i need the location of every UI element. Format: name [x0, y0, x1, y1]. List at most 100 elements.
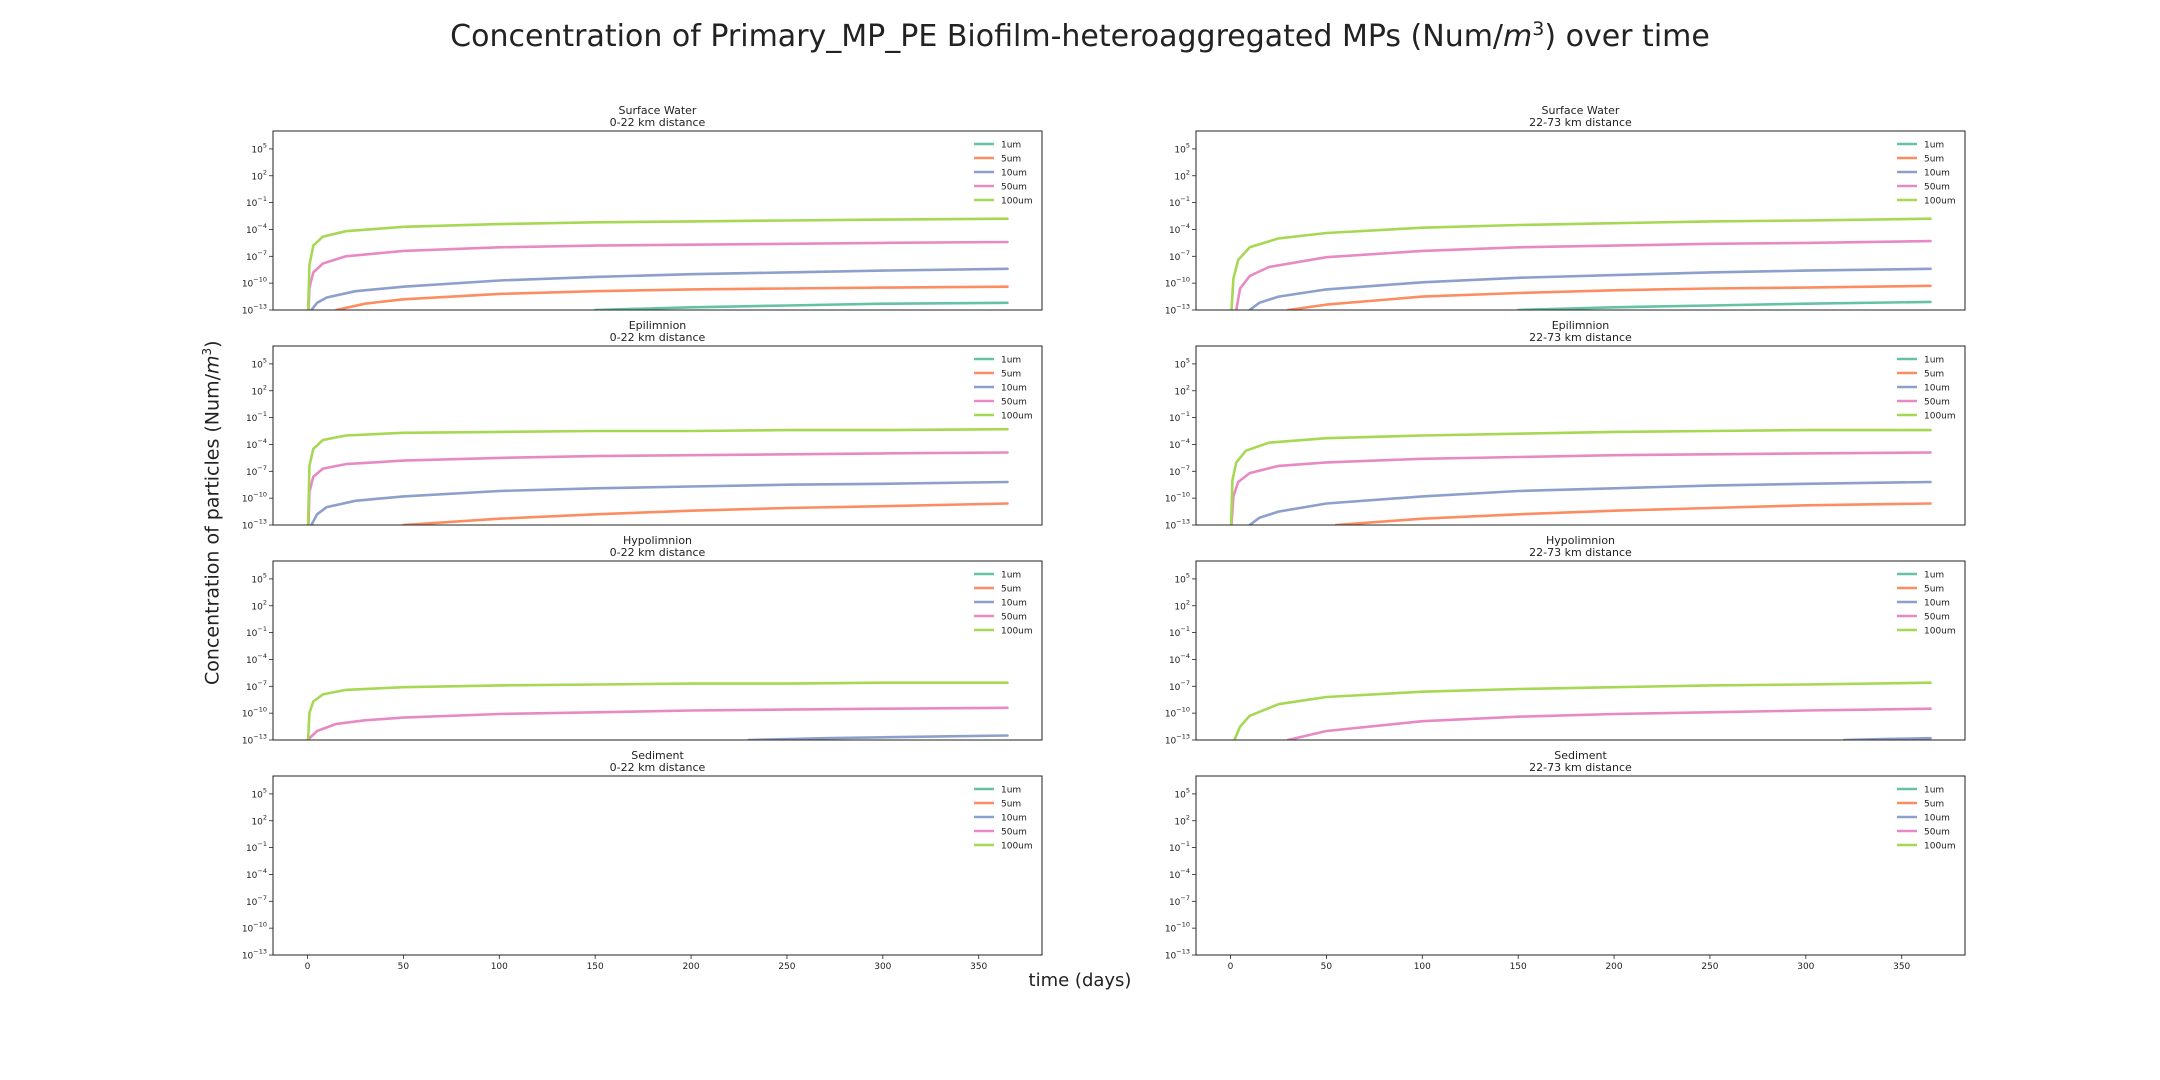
y-tick-exponent: −4 [1180, 222, 1190, 230]
y-tick-label: 10−1 [246, 625, 267, 639]
legend-label-5um: 5um [1924, 155, 1944, 165]
series-group [1229, 428, 1932, 525]
series-group [1230, 217, 1932, 310]
subplot-subtitle: 22-73 km distance [1529, 116, 1632, 129]
subplot-title: Epilimnion [1552, 319, 1610, 332]
y-tick-label: 10−4 [1169, 437, 1190, 451]
legend-label-5um: 5um [1001, 155, 1021, 165]
y-tick-label: 102 [1174, 168, 1190, 182]
legend-label-1um: 1um [1001, 356, 1021, 366]
plot-frame [272, 775, 1043, 956]
y-tick-exponent: −4 [1180, 652, 1190, 660]
legend-label-1um: 1um [1924, 571, 1944, 581]
legend-label-50um: 50um [1924, 398, 1950, 408]
subplot-subtitle: 0-22 km distance [610, 331, 706, 344]
y-tick-label: 10−10 [1165, 921, 1190, 935]
y-tick-label: 10−13 [242, 948, 267, 962]
legend-label-1um: 1um [1924, 786, 1944, 796]
x-tick-label: 150 [587, 962, 604, 972]
x-tick-label: 250 [1701, 962, 1718, 972]
series-line-5um [334, 285, 1009, 310]
y-tick-label: 10−7 [246, 249, 267, 263]
subplot-subtitle: 22-73 km distance [1529, 331, 1632, 344]
y-tick-exponent: 5 [1186, 571, 1190, 579]
legend-label-5um: 5um [1924, 800, 1944, 810]
y-tick-label: 10−7 [1169, 894, 1190, 908]
legend-label-1um: 1um [1924, 141, 1944, 151]
legend-label-5um: 5um [1001, 800, 1021, 810]
legend-label-100um: 100um [1001, 412, 1033, 422]
series-line-50um [307, 451, 1009, 525]
y-tick-exponent: −7 [1180, 894, 1190, 902]
series-line-50um [1235, 239, 1932, 310]
y-tick-label: 10−13 [242, 518, 267, 532]
y-tick-label: 10−10 [242, 276, 267, 290]
series-line-100um [306, 217, 1009, 310]
y-tick-label: 10−13 [242, 733, 267, 747]
y-tick-exponent: 5 [263, 786, 267, 794]
subplot-subtitle: 0-22 km distance [610, 761, 706, 774]
series-line-5um [1286, 284, 1932, 310]
series-line-100um [1229, 428, 1932, 525]
plot-frame [1195, 775, 1966, 956]
y-tick-label: 10−10 [1165, 706, 1190, 720]
subplot-title: Hypolimnion [1546, 534, 1615, 547]
x-tick-label: 200 [682, 962, 699, 972]
y-tick-exponent: −1 [257, 625, 267, 633]
subplot-title: Epilimnion [629, 319, 687, 332]
legend-label-10um: 10um [1924, 384, 1950, 394]
y-tick-label: 10−4 [1169, 222, 1190, 236]
legend-label-10um: 10um [1001, 814, 1027, 824]
y-tick-label: 10−13 [242, 303, 267, 317]
legend-label-5um: 5um [1924, 585, 1944, 595]
subplot-subtitle: 0-22 km distance [610, 116, 706, 129]
y-tick-exponent: −7 [1180, 249, 1190, 257]
y-tick-exponent: −4 [1180, 437, 1190, 445]
x-axis-label: time (days) [1028, 970, 1132, 991]
y-tick-exponent: −10 [1176, 276, 1190, 284]
y-tick-exponent: −1 [1180, 840, 1190, 848]
y-tick-label: 105 [1174, 356, 1190, 370]
legend-label-100um: 100um [1924, 412, 1956, 422]
y-tick-exponent: −1 [257, 195, 267, 203]
legend-label-100um: 100um [1924, 842, 1956, 852]
y-tick-label: 10−7 [246, 679, 267, 693]
series-line-1um [593, 301, 1009, 310]
subplot-title: Surface Water [619, 104, 697, 117]
y-tick-label: 10−4 [1169, 867, 1190, 881]
legend-label-100um: 100um [1001, 197, 1033, 207]
y-tick-exponent: −1 [1180, 625, 1190, 633]
subplot-title: Sediment [631, 749, 684, 762]
y-tick-label: 10−4 [246, 652, 267, 666]
y-tick-exponent: 2 [1186, 598, 1190, 606]
y-tick-label: 10−4 [246, 437, 267, 451]
y-tick-label: 102 [251, 168, 267, 182]
subplot-title: Hypolimnion [623, 534, 692, 547]
series-line-10um [310, 267, 1009, 310]
y-tick-label: 10−10 [1165, 491, 1190, 505]
y-tick-label: 102 [251, 383, 267, 397]
y-tick-label: 10−13 [1165, 518, 1190, 532]
x-tick-label: 250 [778, 962, 795, 972]
y-tick-exponent: −13 [253, 303, 267, 311]
legend-label-1um: 1um [1924, 356, 1944, 366]
y-tick-exponent: −10 [1176, 491, 1190, 499]
y-tick-label: 105 [1174, 786, 1190, 800]
plot-frame [1195, 345, 1966, 526]
series-line-5um [402, 502, 1009, 525]
y-tick-label: 10−1 [246, 410, 267, 424]
y-tick-label: 10−13 [1165, 733, 1190, 747]
y-tick-exponent: −1 [257, 840, 267, 848]
legend-label-10um: 10um [1001, 384, 1027, 394]
plot-frame [272, 130, 1043, 311]
legend-label-100um: 100um [1924, 197, 1956, 207]
figure-title-unit-base: m [1503, 19, 1533, 54]
series-group [1233, 681, 1932, 740]
legend-label-1um: 1um [1001, 141, 1021, 151]
y-tick-exponent: −4 [257, 222, 267, 230]
figure-title-prefix: Concentration of Primary_MP_PE Biofilm-h… [450, 19, 1504, 54]
